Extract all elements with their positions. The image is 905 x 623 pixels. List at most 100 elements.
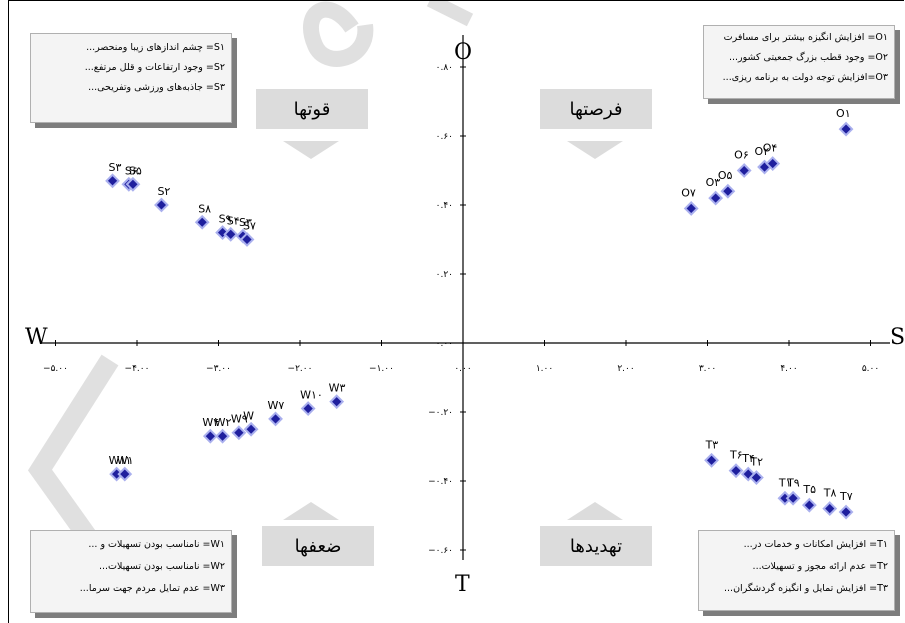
data-point-label: S۲ xyxy=(157,185,170,198)
data-point-marker xyxy=(838,504,854,520)
data-point-marker xyxy=(223,226,239,242)
data-point-label: S۸ xyxy=(198,202,211,215)
x-tick-label: −۲.۰۰ xyxy=(288,364,313,374)
data-point-marker xyxy=(838,121,854,137)
weaknesses-legend-item: W۳= عدم تمایل مردم جهت سرما... xyxy=(79,583,225,594)
threats-legend-item: T۳= افزایش تمایل و انگیزه گردشگران... xyxy=(724,583,888,594)
arrow-up-icon xyxy=(567,502,623,520)
data-point-marker xyxy=(720,183,736,199)
strengths-legend-item: S۳= جاذبه‌های ورزشی وتفریحی... xyxy=(88,82,225,93)
y-tick-label: ۰.۰۰ xyxy=(436,339,453,349)
data-point-label: S۳ xyxy=(109,161,122,174)
data-point-label: T۸ xyxy=(823,487,837,500)
threats-legend-box: T۱= افزایش امکانات و خدمات در... T۲= عدم… xyxy=(698,530,895,611)
plot-frame xyxy=(8,0,904,623)
data-point-label: T۱ xyxy=(778,476,792,489)
data-point-marker xyxy=(704,452,719,468)
quadrant-label-threats: تهدیدها xyxy=(540,526,652,566)
data-point-marker xyxy=(765,156,781,172)
x-tick-label: ۴.۰۰ xyxy=(780,364,797,374)
x-tick-label: ۲.۰۰ xyxy=(617,364,634,374)
data-point-marker xyxy=(243,421,259,437)
opportunities-legend-item: O۳=افزایش توجه دولت به برنامه ریزی... xyxy=(722,72,888,83)
threats-legend-item: T۲= عدم ارائه مجوز و تسهیلات... xyxy=(752,561,888,572)
x-tick-label: −۳.۰۰ xyxy=(206,364,231,374)
opportunities-legend-item: O۲= وجود قطب بزرگ جمعیتی کشور... xyxy=(728,52,888,63)
data-point-marker xyxy=(785,490,801,506)
data-point-marker xyxy=(728,463,744,479)
data-point-label: W۱۱ xyxy=(109,454,132,467)
x-tick-label: ۳.۰۰ xyxy=(699,364,716,374)
data-point-label: S۴ xyxy=(227,214,240,227)
data-point-label: T۷ xyxy=(839,490,853,503)
data-point-label: T۴ xyxy=(741,452,755,465)
data-point-label: T۶ xyxy=(729,449,743,462)
data-point-marker xyxy=(125,176,141,192)
data-point-marker xyxy=(239,232,255,247)
data-point-marker xyxy=(683,201,699,216)
x-tick-label: −۵.۰۰ xyxy=(43,364,68,374)
data-point-label: W۹ xyxy=(231,413,248,426)
y-tick-label: ۰.۶۰ xyxy=(436,132,453,142)
watermark xyxy=(27,0,474,546)
arrow-down-icon xyxy=(567,141,623,159)
data-point-label: T۹ xyxy=(786,476,800,489)
data-point-label: W۲ xyxy=(215,416,232,429)
data-point-label: O۴ xyxy=(763,142,778,155)
arrow-down-icon xyxy=(283,141,339,159)
data-point-label: S۹ xyxy=(219,213,232,226)
x-tick-label: ۱.۰۰ xyxy=(536,364,553,374)
axis-letter-right: S xyxy=(890,325,905,350)
data-point-label: O۱ xyxy=(836,107,851,120)
data-point-marker xyxy=(202,428,218,444)
y-tick-label: ۰.۸۰ xyxy=(436,63,453,73)
data-point-label: O۶ xyxy=(734,149,749,162)
data-point-label: W۷ xyxy=(268,399,285,412)
data-point-marker xyxy=(300,401,316,416)
data-point-label: W xyxy=(243,409,254,422)
x-tick-label: ۰.۰۰ xyxy=(454,364,471,374)
y-tick-label: −۰.۶۰ xyxy=(428,546,453,556)
data-point-label: W۱۰ xyxy=(300,389,323,402)
data-point-label: O۳ xyxy=(706,176,721,189)
axis-letter-bottom: T xyxy=(455,572,470,597)
x-tick-label: ۵.۰۰ xyxy=(862,364,879,374)
data-point-label: W۳ xyxy=(329,382,346,395)
strengths-legend-item: S۱= چشم اندازهای زیبا ومنحصر... xyxy=(86,42,225,53)
strengths-legend-box: S۱= چشم اندازهای زیبا ومنحصر... S۲= وجود… xyxy=(30,33,232,123)
data-point-label: W۴ xyxy=(202,416,219,429)
data-point-marker xyxy=(822,501,838,517)
data-point-label: T۳ xyxy=(705,438,719,451)
data-point-marker xyxy=(194,214,210,230)
quadrant-label-strengths: قوتها xyxy=(256,89,368,129)
quadrant-label-weaknesses: ضعفها xyxy=(262,526,374,566)
strengths-legend-item: S۲= وجود ارتفاعات و قلل مرتفع... xyxy=(84,62,225,73)
weaknesses-legend-item: W۱= نامناسب بودن تسهیلات و ... xyxy=(88,539,225,550)
x-tick-label: −۱.۰۰ xyxy=(369,364,394,374)
data-point-label: O۵ xyxy=(718,169,733,182)
data-point-marker xyxy=(268,411,283,427)
data-point-marker xyxy=(231,425,247,441)
data-point-label: O۷ xyxy=(681,186,696,199)
y-tick-label: ۰.۴۰ xyxy=(436,201,453,211)
x-tick-label: −۴.۰۰ xyxy=(125,364,150,374)
weaknesses-legend-item: W۲= نامناسب بودن تسهیلات... xyxy=(99,561,225,572)
data-point-marker xyxy=(154,197,169,213)
axis-letter-top: O xyxy=(454,40,473,65)
quadrant-label-opportunities: فرصتها xyxy=(540,89,652,129)
axis-letter-left: W xyxy=(25,325,48,350)
weaknesses-legend-box: W۱= نامناسب بودن تسهیلات و ... W۲= نامنا… xyxy=(30,530,232,613)
data-point-label: S۶ xyxy=(125,164,138,177)
data-point-marker xyxy=(105,173,120,189)
data-point-marker xyxy=(801,497,817,513)
data-point-marker xyxy=(708,190,724,206)
arrow-up-icon xyxy=(283,502,339,520)
data-point-label: S۷ xyxy=(243,220,256,233)
y-tick-label: −۰.۲۰ xyxy=(428,408,453,418)
data-point-label: T۵ xyxy=(802,483,816,496)
data-point-label: S۵ xyxy=(129,164,142,177)
y-tick-label: −۰.۴۰ xyxy=(428,477,453,487)
y-tick-label: ۰.۲۰ xyxy=(436,270,453,280)
threats-legend-item: T۱= افزایش امکانات و خدمات در... xyxy=(743,539,888,550)
